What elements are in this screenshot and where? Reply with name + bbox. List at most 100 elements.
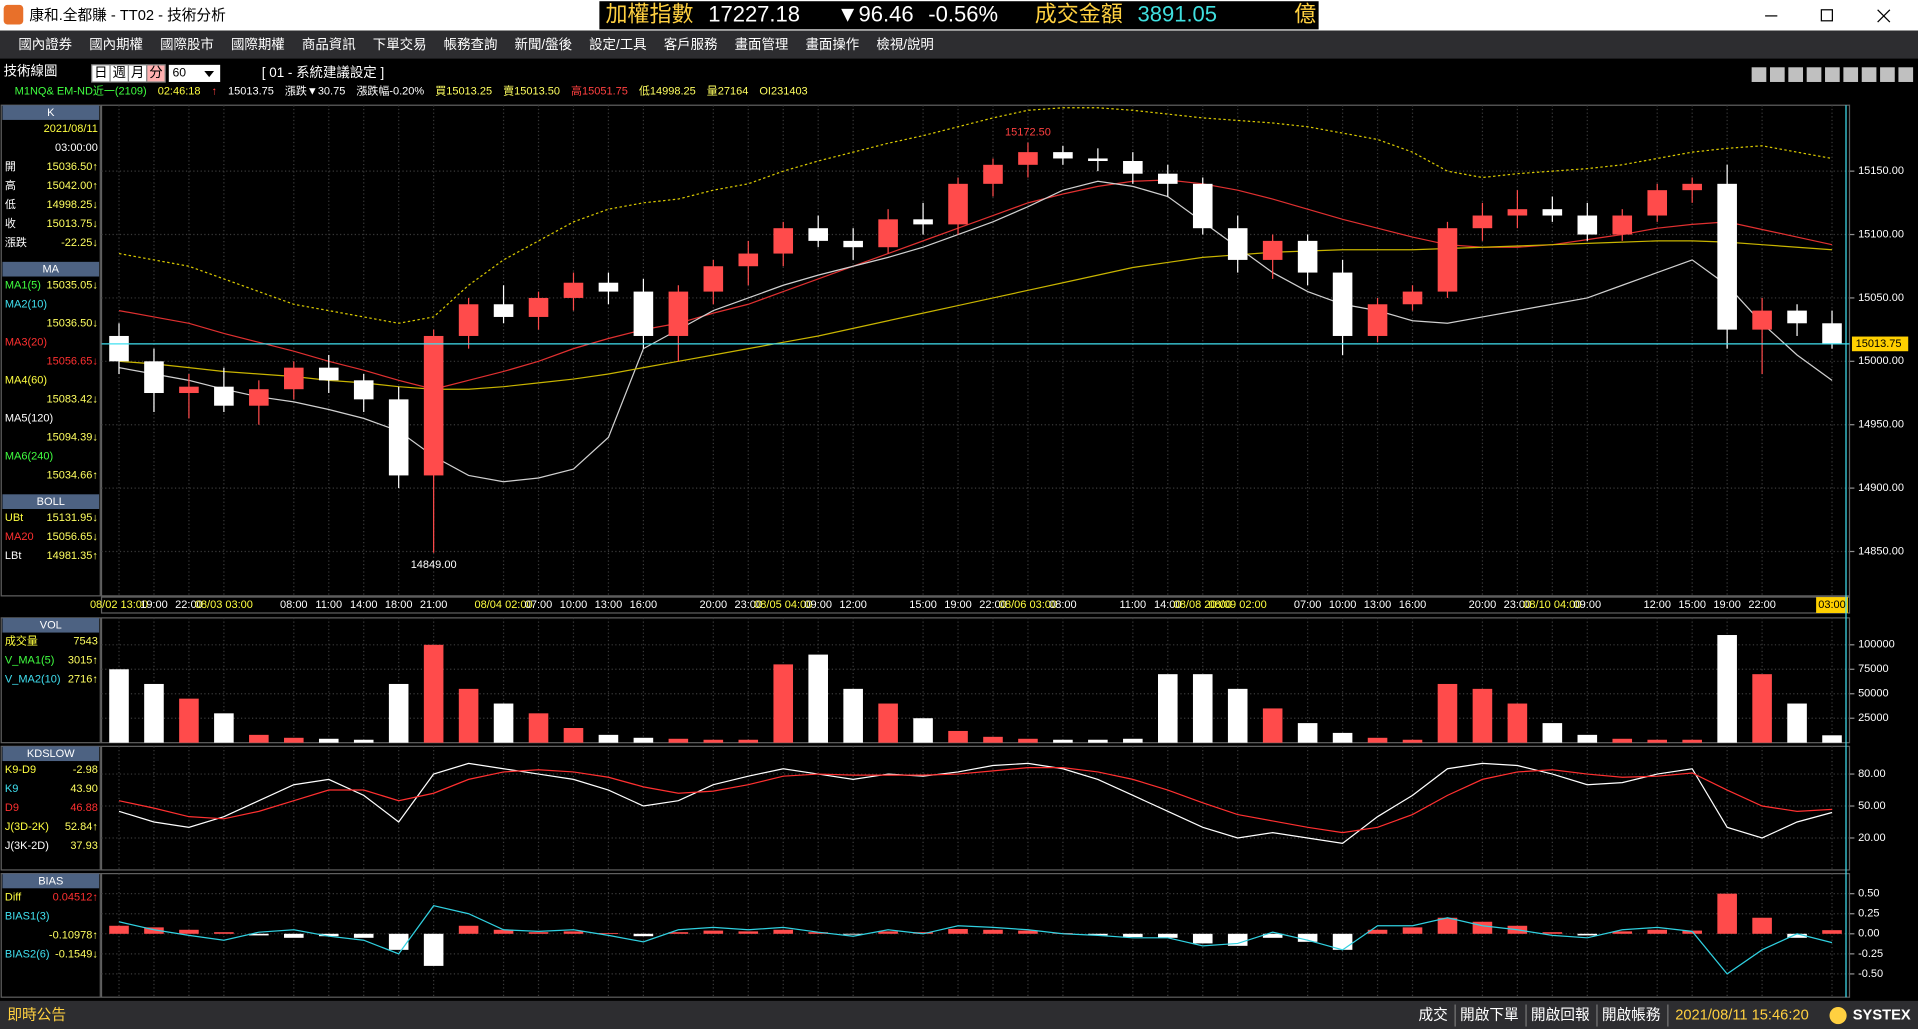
x-tick-label: 08/02 13:00 [90, 599, 148, 611]
info-value: 2021/08/11 [44, 123, 98, 135]
info-value: 15042.00↑ [46, 180, 97, 192]
toolbar-icons [1751, 67, 1914, 82]
candle-body [144, 361, 164, 394]
info-header [2, 617, 100, 633]
info-label: MA2(10) [5, 299, 47, 311]
info-label: K9-D9 [5, 764, 36, 776]
x-tick-label: 08/06 03:00 [999, 599, 1057, 611]
interval[interactable]: 60 [172, 66, 186, 80]
status-button[interactable]: 開啟下單 [1460, 1006, 1519, 1023]
info-value: 15094.39↓ [46, 431, 97, 443]
period-button[interactable] [146, 64, 166, 83]
status-button[interactable]: 開啟回報 [1531, 1006, 1590, 1023]
menu-item[interactable]: 帳務查詢 [444, 37, 498, 52]
info-label: MA4(60) [5, 374, 47, 386]
volume-bar [1088, 739, 1108, 743]
volume-bar [353, 739, 374, 743]
candle-body [1123, 161, 1143, 174]
period-label[interactable]: 日 [94, 65, 107, 80]
diff-bar [1158, 933, 1178, 938]
close[interactable] [1877, 9, 1891, 23]
menu-item[interactable]: 設定/工具 [589, 37, 646, 52]
menu-item[interactable]: 商品資訊 [302, 37, 356, 52]
candle-body [1088, 158, 1108, 162]
info-label: 收 [5, 216, 16, 230]
menu-item[interactable]: 畫面管理 [735, 37, 789, 52]
interval-select[interactable] [168, 64, 221, 82]
diff-bar [703, 930, 724, 934]
y-tick-label: 75000 [1858, 663, 1889, 675]
volume-bar [1717, 635, 1737, 743]
info-value: 43.90 [70, 783, 98, 795]
menu-item[interactable]: 國內證券 [18, 36, 72, 52]
info-value: 15036.50↓ [46, 318, 97, 330]
x-tick-label: 13:00 [1364, 599, 1392, 611]
info-label: V_MA2(10) [5, 674, 61, 686]
menu-item[interactable]: 檢視/說明 [876, 36, 933, 52]
x-tick-label: 08/03 03:00 [195, 599, 253, 611]
diff-bar [1787, 933, 1807, 938]
status-button[interactable]: 成交 [1418, 1005, 1448, 1023]
window-controls[interactable] [1765, 9, 1891, 23]
menu-item[interactable]: 新聞/盤後 [515, 37, 573, 52]
candle-body [284, 367, 304, 390]
diff-bar [1542, 932, 1563, 934]
x-tick-label: 08/10 04:00 [1523, 599, 1581, 611]
info-header [2, 494, 100, 509]
period-label[interactable]: 週 [113, 65, 126, 80]
quote-item: 02:46:18 [158, 86, 201, 98]
volume-bar [388, 683, 409, 743]
x-tick-label: 12:00 [839, 599, 867, 611]
volume-bar [1752, 674, 1772, 743]
y-tick-label: 20.00 [1858, 832, 1886, 844]
diff-bar [773, 929, 794, 934]
line [118, 179, 1833, 390]
x-tick-label: 10:00 [1329, 599, 1357, 611]
x-tick-label: 08:00 [1049, 599, 1077, 611]
menu-item[interactable]: 國際股市 [160, 36, 214, 52]
diff-bar [214, 932, 234, 934]
info-value: 15034.66↑ [46, 469, 97, 481]
x-tick-label: 22:00 [1748, 599, 1776, 611]
info-label: MA3(20) [5, 336, 47, 348]
menu-item[interactable]: 下單交易 [373, 36, 427, 52]
candle-body [1297, 240, 1318, 273]
menu-item[interactable]: 國際期權 [231, 37, 285, 52]
info-header-label: BOLL [37, 496, 65, 508]
volume-bar [983, 736, 1003, 743]
clock: 2021/08/11 15:46:20 [1675, 1007, 1809, 1023]
line [118, 762, 1833, 844]
menu-item[interactable]: 畫面操作 [806, 37, 860, 52]
restore[interactable] [1820, 9, 1833, 22]
candle-body [598, 282, 619, 292]
diff-bar [598, 932, 619, 934]
period-label[interactable]: 月 [131, 65, 144, 80]
diff-bar [1612, 931, 1633, 934]
panel-frame [100, 104, 1851, 597]
candle-body [1192, 183, 1213, 229]
info-label: MA1(5) [5, 280, 41, 292]
volume-bar [913, 718, 933, 743]
ticker-box [599, 1, 1319, 30]
period-label[interactable]: 分 [149, 65, 162, 80]
diff-bar [1262, 933, 1283, 938]
menu-item[interactable]: 客戶服務 [664, 36, 718, 52]
candle-body [1367, 304, 1388, 336]
preset[interactable]: [ 01 - 系統建議設定 ] [262, 65, 384, 80]
y-tick-label: 50.00 [1858, 800, 1886, 812]
notice[interactable]: 即時公告 [7, 1006, 66, 1023]
info-header-label: BIAS [38, 875, 63, 887]
diff-bar [1472, 921, 1493, 934]
y-tick-label: 0.50 [1858, 888, 1879, 900]
info-value: -0.10978↑ [49, 929, 98, 941]
volume-bar [1158, 674, 1178, 743]
diff-bar [1018, 930, 1038, 934]
menu-item[interactable]: 國內期權 [89, 37, 143, 52]
info-header-label: VOL [40, 620, 62, 632]
info-label: K9 [5, 783, 18, 795]
panel-frame [100, 872, 1851, 998]
info-label: MA20 [5, 531, 34, 543]
volume-bar [1577, 734, 1598, 743]
status-button[interactable]: 開啟帳務 [1602, 1006, 1661, 1023]
volume-bar [1297, 723, 1318, 743]
